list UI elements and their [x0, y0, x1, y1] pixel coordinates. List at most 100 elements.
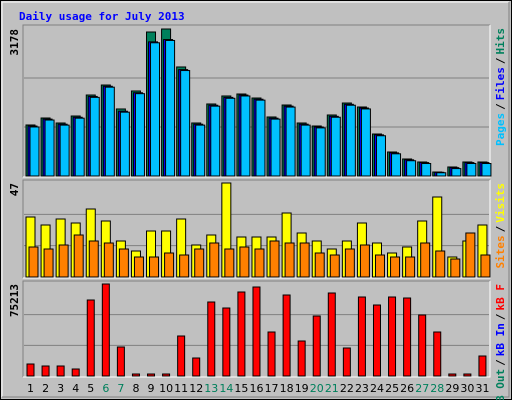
bar	[165, 39, 176, 177]
x-tick-label: 26	[400, 382, 414, 395]
bar	[147, 373, 156, 377]
legend: kB Out / kB In / kB F	[494, 284, 507, 400]
bar	[150, 42, 161, 177]
bar	[300, 124, 311, 177]
bar	[59, 124, 70, 177]
legend: Sites / Visits	[494, 183, 507, 269]
x-tick-label: 25	[385, 382, 399, 395]
bar	[480, 254, 491, 278]
bar	[210, 105, 221, 177]
bar	[86, 299, 95, 377]
x-tick-label: 17	[265, 382, 279, 395]
legend: Pages / Files / Hits	[494, 28, 507, 146]
bar	[252, 286, 261, 377]
bar	[255, 99, 266, 177]
legend-separator: /	[494, 103, 507, 110]
bar	[374, 254, 385, 278]
bar	[420, 242, 431, 278]
bar	[73, 234, 84, 278]
bar	[225, 97, 236, 177]
bar	[41, 365, 50, 377]
bar	[254, 248, 265, 278]
legend-entry: Sites	[494, 235, 507, 268]
bar	[180, 70, 191, 177]
bar	[465, 232, 476, 278]
bar	[104, 86, 115, 177]
bar	[435, 250, 446, 278]
x-tick-label: 13	[204, 382, 218, 395]
x-tick-label: 8	[132, 382, 139, 395]
bar	[71, 368, 80, 377]
bar	[192, 357, 201, 377]
bar	[267, 331, 276, 377]
bar	[418, 314, 427, 377]
legend-separator: /	[494, 313, 507, 320]
bar	[239, 246, 250, 278]
bar	[390, 256, 401, 278]
bar	[43, 248, 54, 278]
bar	[375, 135, 386, 177]
bar	[28, 246, 39, 278]
bar	[327, 292, 336, 377]
bar	[360, 108, 371, 177]
bevel	[23, 25, 491, 178]
x-tick-label: 4	[72, 382, 79, 395]
bar	[118, 248, 129, 278]
x-tick-label: 1	[27, 382, 34, 395]
x-tick-label: 5	[87, 382, 94, 395]
legend-entry: Visits	[494, 183, 507, 223]
x-tick-label: 23	[355, 382, 369, 395]
bar	[481, 163, 492, 177]
bar	[269, 240, 280, 278]
bevel	[22, 179, 490, 278]
legend-entry: kB Out	[494, 369, 507, 400]
legend-separator: /	[494, 359, 507, 366]
legend-separator: /	[494, 225, 507, 232]
legend-entry: Files	[494, 67, 507, 100]
bar	[29, 126, 40, 177]
bar	[344, 248, 355, 278]
bar	[403, 297, 412, 377]
bar	[448, 373, 457, 377]
bar	[312, 315, 321, 377]
bar	[103, 242, 114, 278]
legend-entry: kB F	[494, 284, 507, 311]
bar	[240, 95, 251, 177]
bar	[164, 252, 175, 278]
bar	[26, 363, 35, 377]
bar	[357, 296, 366, 377]
bar	[131, 373, 140, 377]
bar	[74, 117, 85, 177]
bevel	[22, 24, 490, 177]
bar	[451, 168, 462, 177]
bar	[285, 106, 296, 177]
x-tick-label: 24	[370, 382, 384, 395]
y-tick-label: 47	[8, 183, 21, 196]
bar	[207, 301, 216, 377]
x-tick-label: 7	[117, 382, 124, 395]
bar	[58, 244, 69, 278]
bar	[391, 153, 402, 177]
bar	[44, 119, 55, 177]
bar	[329, 254, 340, 278]
bar	[463, 373, 472, 377]
bar	[405, 256, 416, 278]
bar	[299, 242, 310, 278]
bevel	[23, 180, 491, 279]
x-tick-label: 6	[102, 382, 109, 395]
bar	[284, 242, 295, 278]
bar	[270, 118, 281, 177]
bar	[149, 256, 160, 278]
bar	[224, 248, 235, 278]
y-tick-label: 75213	[8, 284, 21, 317]
bar	[314, 252, 325, 278]
y-tick-label: 3178	[8, 29, 21, 56]
bar	[209, 242, 220, 278]
x-tick-label: 29	[445, 382, 459, 395]
bar	[89, 96, 100, 177]
bar	[133, 256, 144, 278]
x-tick-label: 3	[57, 382, 64, 395]
bar	[88, 240, 99, 278]
